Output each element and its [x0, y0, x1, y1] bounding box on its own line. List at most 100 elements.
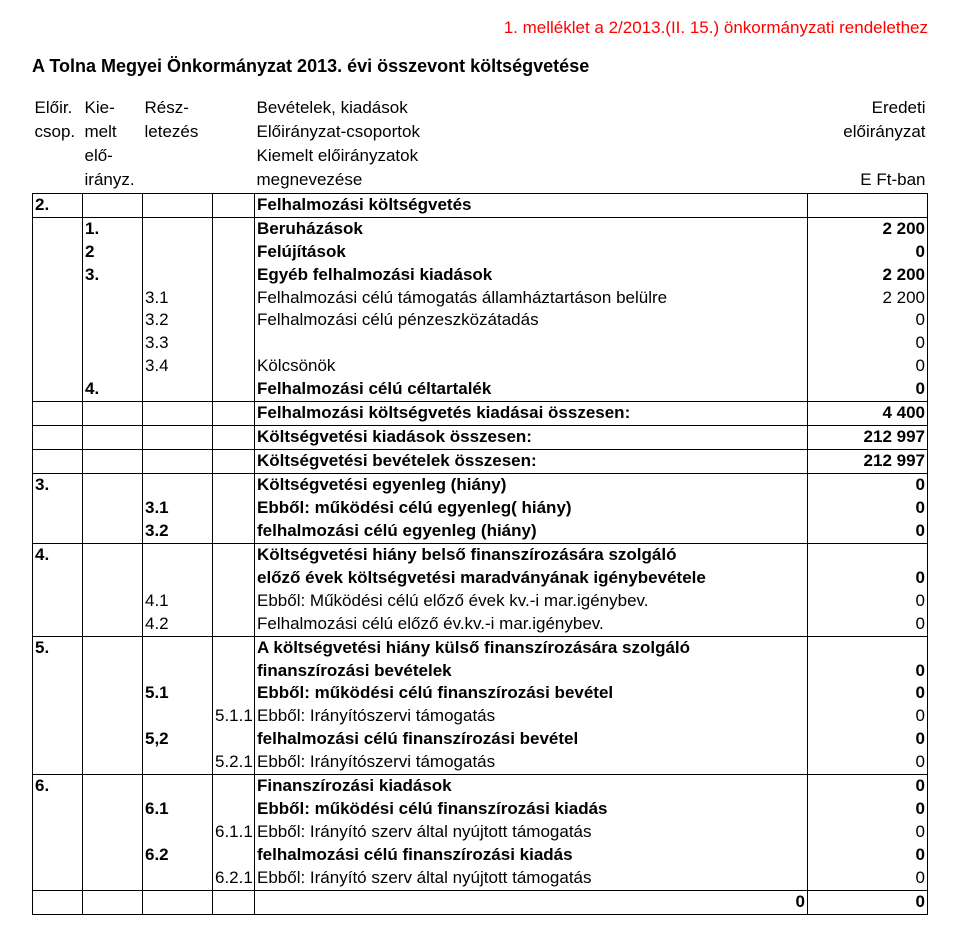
- table-cell: [213, 543, 255, 566]
- table-cell: [213, 590, 255, 613]
- page-title: A Tolna Megyei Önkormányzat 2013. évi ös…: [32, 56, 928, 77]
- table-cell: [143, 378, 213, 401]
- table-cell: 3.3: [143, 332, 213, 355]
- table-cell: Felhalmozási költségvetés kiadásai össze…: [255, 402, 808, 426]
- table-row: 3.30: [33, 332, 928, 355]
- table-cell: [33, 567, 83, 590]
- table-cell: [33, 728, 83, 751]
- table-cell: 0: [808, 751, 928, 774]
- table-cell: [213, 890, 255, 914]
- table-cell: 1.: [83, 217, 143, 240]
- table-cell: [808, 636, 928, 659]
- table-cell: [213, 497, 255, 520]
- table-header-cell: [213, 169, 255, 193]
- table-row: 3.1Felhalmozási célú támogatás államházt…: [33, 287, 928, 310]
- table-header-cell: [213, 97, 255, 121]
- table-row: 3.4Kölcsönök0: [33, 355, 928, 378]
- table-cell: [213, 844, 255, 867]
- table-cell: [33, 241, 83, 264]
- table-cell: [33, 287, 83, 310]
- table-cell: 0: [808, 567, 928, 590]
- table-row: Költségvetési kiadások összesen:212 997: [33, 426, 928, 450]
- table-row: 5.2.1Ebből: Irányítószervi támogatás0: [33, 751, 928, 774]
- table-cell: [83, 567, 143, 590]
- table-row: 6.1.1Ebből: Irányító szerv által nyújtot…: [33, 821, 928, 844]
- table-cell: 2 200: [808, 287, 928, 310]
- table-cell: 3.4: [143, 355, 213, 378]
- table-cell: Ebből: Irányító szerv által nyújtott tám…: [255, 821, 808, 844]
- table-cell: [143, 543, 213, 566]
- table-cell: Költségvetési hiány belső finanszírozásá…: [255, 543, 808, 566]
- table-cell: 212 997: [808, 426, 928, 450]
- table-header-cell: Bevételek, kiadások: [255, 97, 808, 121]
- table-cell: [33, 867, 83, 890]
- table-row: 3.2felhalmozási célú egyenleg (hiány)0: [33, 520, 928, 543]
- table-cell: Költségvetési bevételek összesen:: [255, 450, 808, 474]
- table-cell: [213, 332, 255, 355]
- table-cell: 4.: [33, 543, 83, 566]
- table-row: 4.2Felhalmozási célú előző év.kv.-i mar.…: [33, 613, 928, 636]
- table-cell: 0: [808, 890, 928, 914]
- table-cell: Költségvetési egyenleg (hiány): [255, 474, 808, 497]
- table-cell: [33, 705, 83, 728]
- table-cell: [33, 590, 83, 613]
- table-cell: 3.: [83, 264, 143, 287]
- table-cell: [213, 682, 255, 705]
- table-cell: 0: [808, 728, 928, 751]
- table-cell: [143, 402, 213, 426]
- table-cell: [83, 844, 143, 867]
- table-header-cell: megnevezése: [255, 169, 808, 193]
- table-cell: [213, 450, 255, 474]
- table-cell: 5.1.1: [213, 705, 255, 728]
- table-cell: [83, 751, 143, 774]
- table-footer-row: 00: [33, 890, 928, 914]
- table-cell: 6.: [33, 775, 83, 798]
- table-cell: [33, 682, 83, 705]
- table-header-cell: Előir.: [33, 97, 83, 121]
- table-row: 3.Költségvetési egyenleg (hiány)0: [33, 474, 928, 497]
- table-header-cell: csop.: [33, 121, 83, 145]
- table-cell: [808, 193, 928, 217]
- table-row: 2.Felhalmozási költségvetés: [33, 193, 928, 217]
- table-cell: [213, 636, 255, 659]
- table-cell: [213, 378, 255, 401]
- table-cell: [213, 402, 255, 426]
- table-header-cell: melt: [83, 121, 143, 145]
- table-cell: [213, 217, 255, 240]
- table-cell: [83, 474, 143, 497]
- table-cell: [33, 450, 83, 474]
- table-cell: [808, 543, 928, 566]
- table-cell: 2: [83, 241, 143, 264]
- table-cell: [83, 193, 143, 217]
- table-cell: [213, 309, 255, 332]
- table-cell: 0: [808, 497, 928, 520]
- table-cell: [83, 636, 143, 659]
- attachment-line: 1. melléklet a 2/2013.(II. 15.) önkormán…: [32, 18, 928, 38]
- table-header-cell: Rész-: [143, 97, 213, 121]
- table-cell: 0: [808, 660, 928, 683]
- table-cell: Felújítások: [255, 241, 808, 264]
- table-cell: 3.2: [143, 309, 213, 332]
- table-cell: [143, 636, 213, 659]
- table-cell: [33, 355, 83, 378]
- table-row: 5.1Ebből: működési célú finanszírozási b…: [33, 682, 928, 705]
- table-row: Költségvetési bevételek összesen:212 997: [33, 450, 928, 474]
- table-cell: A költségvetési hiány külső finanszírozá…: [255, 636, 808, 659]
- table-row: 4.1Ebből: Működési célú előző évek kv.-i…: [33, 590, 928, 613]
- table-header-cell: előirányzat: [808, 121, 928, 145]
- table-cell: 0: [808, 844, 928, 867]
- table-cell: Finanszírozási kiadások: [255, 775, 808, 798]
- table-cell: 4.1: [143, 590, 213, 613]
- table-row: 6.Finanszírozási kiadások0: [33, 775, 928, 798]
- table-header-cell: [808, 145, 928, 169]
- budget-table: Előir.Kie-Rész-Bevételek, kiadásokEredet…: [32, 97, 928, 915]
- table-row: 1.Beruházások2 200: [33, 217, 928, 240]
- table-cell: 2.: [33, 193, 83, 217]
- table-cell: Költségvetési kiadások összesen:: [255, 426, 808, 450]
- table-row: 6.2felhalmozási célú finanszírozási kiad…: [33, 844, 928, 867]
- table-cell: [213, 264, 255, 287]
- table-cell: [83, 543, 143, 566]
- table-cell: Beruházások: [255, 217, 808, 240]
- table-cell: [83, 705, 143, 728]
- table-cell: 5.2.1: [213, 751, 255, 774]
